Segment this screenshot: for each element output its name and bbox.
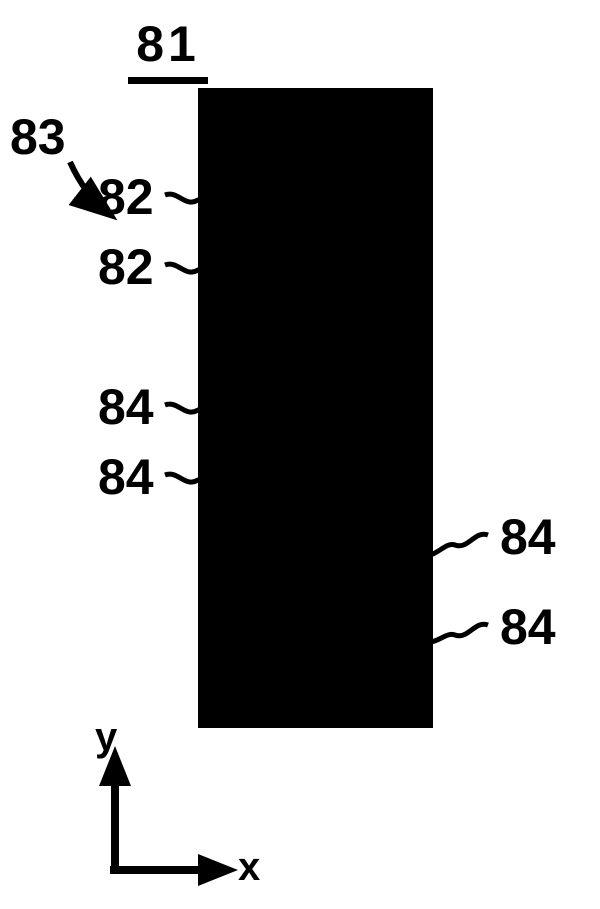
part-81-body bbox=[198, 88, 433, 728]
figure-title-text: 81 bbox=[136, 16, 200, 72]
figure-title: 81 bbox=[128, 15, 208, 84]
label-83: 83 bbox=[10, 108, 66, 166]
label-84-d: 84 bbox=[500, 598, 556, 656]
label-84-b: 84 bbox=[98, 448, 154, 506]
figure-canvas: { "figure": { "title": { "text": "81", "… bbox=[0, 0, 600, 909]
axis-x-label: x bbox=[238, 845, 260, 890]
label-82-b: 82 bbox=[98, 238, 154, 296]
label-82-a: 82 bbox=[98, 168, 154, 226]
axis-y-label: y bbox=[95, 715, 117, 760]
figure-title-underline bbox=[128, 77, 208, 84]
label-84-c: 84 bbox=[500, 508, 556, 566]
label-84-a: 84 bbox=[98, 378, 154, 436]
